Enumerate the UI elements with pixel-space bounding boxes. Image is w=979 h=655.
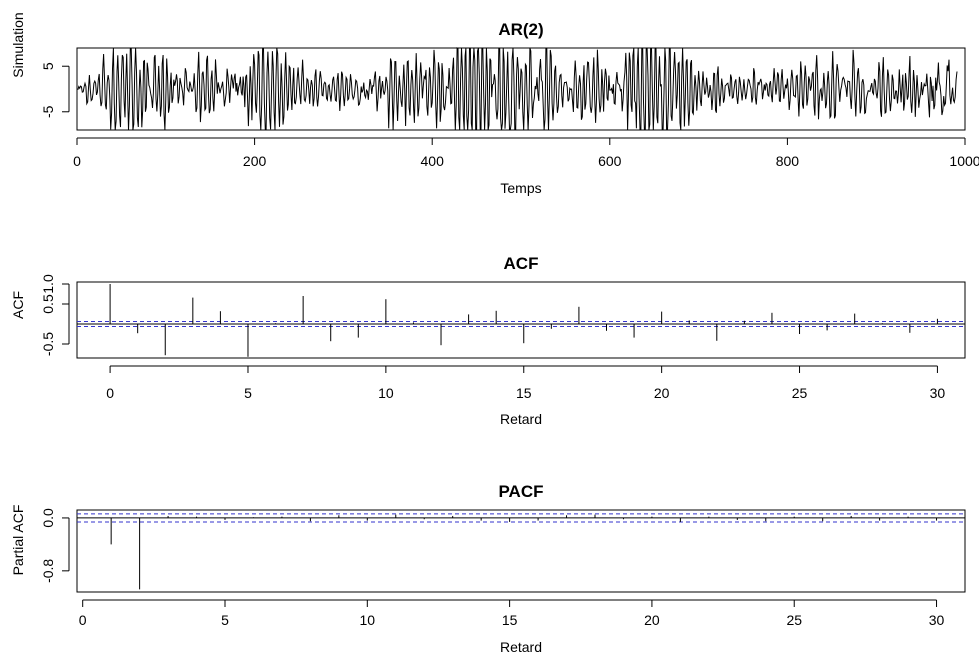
plot-frame: [76, 281, 966, 359]
panel-pacf: PACF Retard Partial ACF 0 5 10 15 20 25 30 0.0 -0.8: [10, 482, 966, 655]
chart-title: AR(2): [498, 20, 543, 39]
y-axis-label: Simulation: [10, 12, 26, 77]
y-axis-label: ACF: [10, 291, 26, 319]
x-axis-label: Retard: [500, 411, 542, 427]
x-tick-label: 10: [378, 385, 394, 401]
x-tick-label: 20: [654, 385, 670, 401]
chart-title: ACF: [504, 254, 539, 273]
y-tick-label: -0.5: [40, 332, 56, 356]
x-tick-label: 15: [516, 385, 532, 401]
y-tick-label: 1.0: [40, 274, 56, 294]
y-tick-label: 5: [40, 62, 56, 70]
panel-ar2: AR(2) Temps Simulation 0 200 400 600 800 1000 5 -5: [10, 12, 979, 196]
x-tick-label: 20: [644, 612, 660, 628]
y-tick-label: -0.8: [40, 559, 56, 583]
x-tick-label: 10: [360, 612, 376, 628]
chart-title: PACF: [498, 482, 543, 501]
plot-frame: [76, 509, 966, 593]
x-tick-label: 800: [776, 153, 800, 169]
plot-frame: [76, 47, 966, 131]
y-axis-label: Partial ACF: [10, 505, 26, 576]
x-tick-label: 30: [930, 385, 946, 401]
x-tick-label: 25: [792, 385, 808, 401]
series-line: [77, 47, 958, 131]
y-tick-label: 0.0: [40, 508, 56, 528]
x-tick-label: 200: [243, 153, 267, 169]
y-tick-label: 0.5: [40, 294, 56, 314]
x-axis-label: Retard: [500, 639, 542, 655]
x-tick-label: 600: [598, 153, 622, 169]
x-tick-label: 0: [73, 153, 81, 169]
x-tick-label: 5: [244, 385, 252, 401]
x-tick-label: 400: [421, 153, 445, 169]
x-tick-label: 0: [106, 385, 114, 401]
x-tick-label: 30: [929, 612, 945, 628]
y-tick-label: -5: [40, 105, 56, 118]
x-tick-label: 15: [502, 612, 518, 628]
x-tick-label: 25: [786, 612, 802, 628]
panel-acf: ACF Retard ACF 0 5 10 15 20 25 30 1.00.5 -0.5: [10, 254, 966, 427]
x-axis-label: Temps: [500, 180, 541, 196]
x-tick-label: 0: [79, 612, 87, 628]
x-tick-label: 1000: [949, 153, 979, 169]
x-tick-label: 5: [221, 612, 229, 628]
